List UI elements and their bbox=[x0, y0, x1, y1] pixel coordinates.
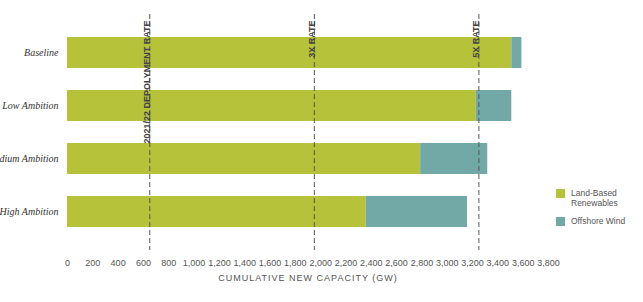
svg-text:CUMULATIVE NEW CAPACITY (GW): CUMULATIVE NEW CAPACITY (GW) bbox=[218, 273, 398, 283]
svg-text:600: 600 bbox=[136, 258, 151, 268]
svg-text:400: 400 bbox=[111, 258, 126, 268]
svg-text:High Ambition: High Ambition bbox=[0, 206, 59, 217]
svg-text:2,200: 2,200 bbox=[335, 258, 358, 268]
svg-text:3,200: 3,200 bbox=[461, 258, 484, 268]
svg-text:3,600: 3,600 bbox=[512, 258, 535, 268]
svg-text:Low Ambition: Low Ambition bbox=[1, 100, 58, 111]
svg-text:2,800: 2,800 bbox=[411, 258, 434, 268]
svg-text:3X RATE: 3X RATE bbox=[307, 21, 317, 58]
svg-text:2,600: 2,600 bbox=[385, 258, 408, 268]
svg-text:2,000: 2,000 bbox=[309, 258, 332, 268]
svg-text:800: 800 bbox=[161, 258, 176, 268]
html-text:Offshore Wind: Offshore Wind bbox=[571, 216, 626, 227]
html-text:Land-Based Renewables: Land-Based Renewables bbox=[571, 188, 618, 209]
svg-text:Medium Ambition: Medium Ambition bbox=[0, 153, 59, 164]
svg-text:1,000: 1,000 bbox=[183, 258, 206, 268]
svg-text:3,800: 3,800 bbox=[537, 258, 560, 268]
svg-text:0: 0 bbox=[65, 258, 70, 268]
svg-text:Baseline: Baseline bbox=[24, 47, 59, 58]
svg-text:3,000: 3,000 bbox=[436, 258, 459, 268]
svg-text:5X RATE: 5X RATE bbox=[471, 21, 481, 58]
svg-text:1,800: 1,800 bbox=[284, 258, 307, 268]
svg-text:200: 200 bbox=[85, 258, 100, 268]
svg-text:2,400: 2,400 bbox=[360, 258, 383, 268]
svg-text:3,400: 3,400 bbox=[487, 258, 510, 268]
svg-text:1,400: 1,400 bbox=[233, 258, 256, 268]
svg-text:1,200: 1,200 bbox=[208, 258, 231, 268]
svg-text:1,600: 1,600 bbox=[259, 258, 282, 268]
svg-text:2021/22 DEPOLYMENT RATE: 2021/22 DEPOLYMENT RATE bbox=[142, 21, 152, 144]
